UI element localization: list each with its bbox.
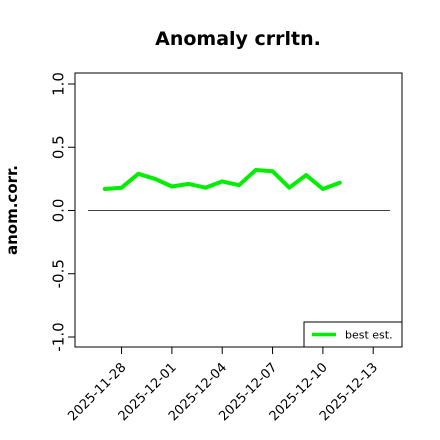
series-line-best-est [102,168,342,191]
data-point [120,186,124,190]
data-point [237,183,241,187]
y-tick-label: 0.5 [50,135,68,159]
data-point [153,177,157,181]
data-point [187,182,191,186]
data-point [220,179,224,183]
data-point [287,186,291,190]
chart-title: Anomaly crrltn. [155,28,321,50]
legend: best est. [303,321,403,348]
series-layer [102,168,342,191]
data-point [203,186,207,190]
data-point [338,181,342,185]
y-axis-label: anom.corr. [3,165,21,255]
y-tick-label: 0.0 [50,199,68,223]
y-axis: -1.0 -0.5 0.0 0.5 1.0 [50,72,75,352]
legend-label-best-est: best est. [345,329,393,342]
data-point [254,168,258,172]
data-point [304,173,308,177]
data-point [271,169,275,173]
data-point [170,185,174,188]
data-point [103,187,107,191]
y-tick-label: -1.0 [50,322,68,351]
data-point [321,187,325,191]
data-point [136,172,140,176]
x-axis: 2025-11-282025-12-012025-12-042025-12-07… [65,347,381,424]
y-tick-label: -0.5 [50,259,68,288]
y-tick-label: 1.0 [50,72,68,96]
